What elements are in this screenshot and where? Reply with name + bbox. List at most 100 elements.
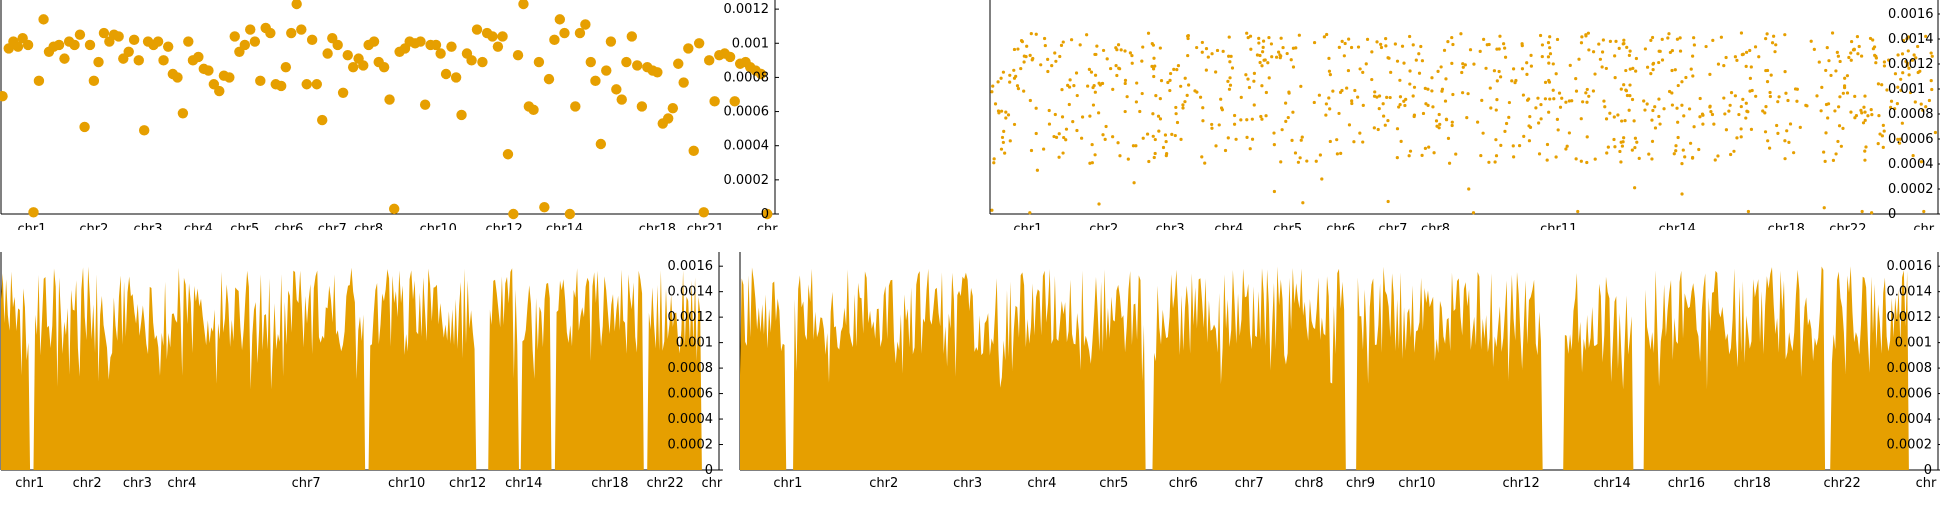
data-point (990, 208, 994, 212)
data-point (1650, 157, 1654, 161)
data-point (1154, 93, 1158, 98)
data-point (1673, 68, 1677, 72)
data-point (1871, 47, 1875, 51)
data-point (1616, 113, 1620, 117)
data-point (1777, 95, 1781, 99)
data-point (1650, 35, 1655, 40)
data-point (280, 61, 292, 73)
data-point (1043, 43, 1047, 48)
data-point (1863, 158, 1867, 162)
data-point (1543, 80, 1548, 84)
data-point (1849, 110, 1853, 114)
data-point (1723, 112, 1727, 116)
data-point (1678, 49, 1683, 53)
data-point (1300, 135, 1304, 139)
data-point (1305, 159, 1309, 163)
data-point (1299, 138, 1303, 142)
data-point (1863, 94, 1867, 98)
data-point (1257, 36, 1261, 40)
data-point (1914, 56, 1918, 60)
data-point (1657, 114, 1661, 119)
data-point (1579, 117, 1583, 121)
data-point (1386, 199, 1390, 204)
data-point (1228, 76, 1232, 80)
x-tick-label: chr14 (1659, 222, 1696, 230)
data-point (1091, 103, 1096, 107)
data-point (229, 31, 240, 42)
data-point (1786, 98, 1790, 103)
data-point (1272, 143, 1276, 147)
data-point (1548, 46, 1552, 50)
x-tick-label: chr4 (184, 222, 213, 230)
data-point (1545, 158, 1549, 162)
data-point (1605, 151, 1609, 155)
data-point (466, 55, 477, 66)
data-point (678, 77, 689, 88)
data-point (1016, 47, 1020, 51)
data-point (1069, 38, 1074, 42)
data-point (1325, 32, 1329, 37)
data-point (1579, 41, 1584, 45)
data-point (1147, 159, 1151, 164)
data-point (1257, 41, 1261, 45)
data-point (1691, 74, 1695, 78)
y-tick-label: 0.001 (1895, 336, 1932, 351)
data-point (1138, 109, 1142, 114)
data-point (1924, 105, 1928, 109)
data-point (1312, 40, 1317, 45)
data-point (1198, 95, 1203, 99)
data-point (673, 58, 684, 69)
data-point (53, 39, 65, 51)
data-point (450, 72, 462, 83)
data-point (1057, 155, 1061, 159)
data-point (1647, 152, 1651, 156)
data-point (1497, 47, 1501, 51)
data-point (1151, 134, 1155, 138)
data-point (1347, 123, 1352, 127)
x-tick-label: chr12 (485, 222, 522, 230)
data-point (1411, 43, 1415, 47)
data-point (1131, 144, 1136, 148)
data-point (1754, 94, 1758, 98)
data-point (1896, 137, 1900, 141)
data-point (1132, 181, 1136, 185)
data-point (1574, 77, 1578, 81)
data-point (1622, 38, 1626, 42)
data-point (1053, 51, 1057, 55)
x-tick-label: chr3 (953, 476, 982, 491)
data-point (1698, 115, 1702, 119)
data-point (1430, 89, 1434, 93)
data-point (1912, 53, 1916, 57)
data-point (1727, 109, 1731, 113)
data-point (1145, 132, 1150, 136)
data-point (1125, 95, 1129, 99)
data-point (1050, 64, 1054, 68)
data-point (1823, 159, 1827, 163)
data-point (1585, 135, 1589, 139)
data-point (1270, 55, 1274, 59)
data-point (1869, 108, 1873, 112)
data-point (1620, 144, 1625, 148)
area-series (740, 266, 1938, 470)
data-point (1183, 76, 1187, 80)
data-point (1772, 34, 1776, 38)
data-point (1619, 160, 1623, 164)
data-point (1676, 120, 1680, 124)
data-point (1746, 209, 1750, 214)
data-point (1492, 69, 1497, 73)
y-tick-label: 0.0002 (724, 173, 770, 188)
data-point (1230, 66, 1235, 70)
data-point (1272, 131, 1276, 135)
data-point (1151, 112, 1155, 116)
data-point (1784, 91, 1788, 95)
data-point (1047, 108, 1051, 113)
x-tick-label: chr7 (292, 476, 321, 491)
x-tick-label: chr1 (17, 222, 46, 230)
data-point (1089, 70, 1094, 74)
data-point (1874, 54, 1878, 58)
data-point (1219, 97, 1223, 101)
data-point (1427, 145, 1431, 149)
x-tick-label: chr4 (167, 476, 196, 491)
data-point (1864, 145, 1868, 149)
data-point (1463, 63, 1467, 67)
